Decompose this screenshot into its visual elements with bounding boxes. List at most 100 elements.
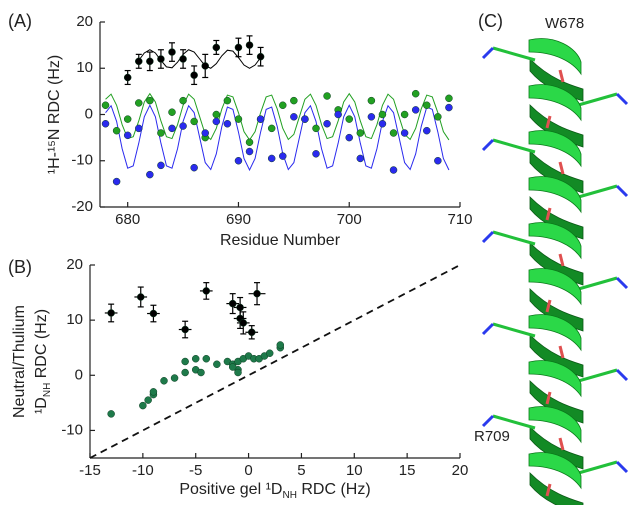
data-point	[135, 57, 143, 66]
helix-front	[528, 222, 582, 260]
x-tick-label: 10	[346, 462, 363, 479]
data-point	[367, 96, 376, 105]
data-point	[179, 96, 187, 105]
data-point	[356, 154, 365, 163]
data-point	[411, 106, 420, 114]
side-chain	[574, 184, 618, 200]
helix-back	[529, 150, 584, 194]
helix-front	[528, 38, 582, 76]
data-point	[312, 124, 320, 133]
x-tick-label: -10	[132, 462, 154, 479]
data-point	[201, 62, 209, 70]
data-point	[345, 133, 353, 142]
data-point	[191, 354, 200, 363]
data-point	[157, 55, 165, 63]
side-chain	[574, 368, 618, 384]
y-tick-label: 10	[76, 59, 93, 76]
label-part: RDC (Hz)	[33, 309, 50, 383]
data-point	[378, 110, 387, 119]
data-point	[101, 120, 110, 128]
helix-back	[529, 58, 584, 102]
x-tick-label: 710	[447, 211, 472, 228]
residue-annotation: W678	[545, 15, 584, 32]
data-point	[149, 309, 158, 318]
side-chain	[545, 207, 552, 221]
data-point	[228, 299, 237, 308]
y-tick-label: 0	[85, 105, 93, 122]
data-point	[253, 289, 261, 298]
data-point	[168, 48, 176, 56]
x-tick-label: 680	[115, 211, 140, 228]
data-point	[123, 73, 132, 82]
data-point	[123, 115, 132, 123]
data-point	[136, 293, 145, 301]
y-tick-label: 0	[75, 366, 83, 383]
data-point	[445, 103, 453, 112]
data-point	[301, 115, 309, 123]
side-chain	[574, 276, 618, 292]
x-tick-label: -15	[79, 462, 101, 479]
panel-label: (B)	[8, 257, 32, 277]
data-point	[107, 309, 115, 317]
data-point	[234, 115, 243, 123]
helix-front	[528, 452, 582, 490]
identity-line	[89, 264, 461, 459]
side-chain	[545, 391, 552, 405]
data-point	[146, 96, 154, 105]
data-point	[135, 99, 143, 107]
data-point	[356, 129, 365, 137]
y-tick-label: 10	[66, 311, 83, 328]
data-point	[411, 89, 420, 98]
label-part: NH	[282, 490, 296, 501]
helix-front	[528, 314, 582, 352]
side-chain	[492, 414, 536, 430]
data-point	[267, 124, 276, 133]
side-chain	[558, 69, 565, 83]
data-point	[197, 368, 205, 377]
data-point	[389, 166, 398, 174]
data-point	[234, 43, 243, 52]
data-point	[181, 368, 189, 377]
panel-label: (A)	[8, 11, 32, 31]
data-point	[212, 43, 221, 52]
side-chain	[492, 230, 536, 246]
side-chain	[481, 414, 495, 428]
y-axis-label: Neutral/Thulium	[11, 305, 28, 418]
helix-front	[528, 406, 582, 444]
helix-front	[528, 268, 582, 306]
helix-back	[529, 426, 584, 470]
data-point	[389, 129, 398, 137]
data-point	[312, 150, 320, 158]
data-point	[107, 410, 115, 418]
side-chain	[615, 184, 629, 198]
side-chain	[615, 368, 629, 382]
data-point	[323, 92, 331, 100]
data-point	[334, 110, 342, 119]
data-point	[179, 55, 187, 63]
side-chain	[545, 483, 552, 497]
x-tick-label: 5	[297, 462, 305, 479]
data-point	[146, 170, 154, 179]
data-point	[323, 120, 331, 128]
data-point	[245, 147, 254, 156]
data-point	[181, 357, 189, 366]
data-point	[201, 129, 209, 137]
data-point	[157, 129, 165, 137]
data-point	[170, 374, 179, 382]
data-point	[245, 138, 254, 146]
side-chain	[574, 92, 618, 108]
side-chain	[615, 460, 629, 474]
x-tick-label: 700	[337, 211, 362, 228]
y-tick-label: -20	[71, 198, 93, 215]
data-point	[160, 377, 168, 385]
data-point	[223, 120, 232, 128]
data-point	[400, 110, 409, 119]
data-point	[279, 152, 287, 160]
side-chain	[558, 345, 565, 359]
data-point	[345, 115, 353, 123]
data-point	[434, 113, 442, 121]
data-point	[101, 101, 110, 109]
x-tick-label: 690	[226, 211, 251, 228]
side-chain	[545, 115, 552, 129]
